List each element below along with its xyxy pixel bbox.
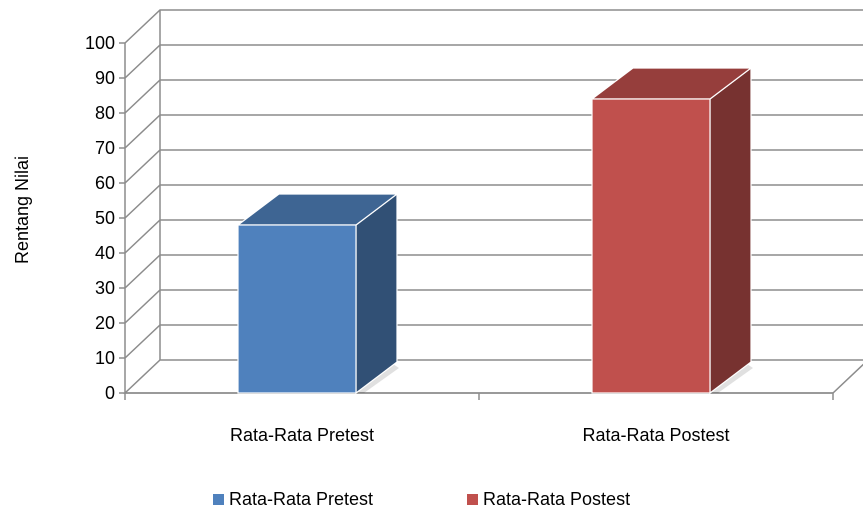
gridline [124,184,863,219]
bar-side [355,192,398,395]
category-labels: Rata-Rata Pretest Rata-Rata Postest [230,425,730,445]
y-tick-labels: 0 10 20 30 40 50 60 70 80 90 100 [85,33,115,403]
bar-side [709,66,752,395]
y-tick-label: 20 [95,313,115,333]
gridline [124,114,863,149]
y-tick-label: 10 [95,348,115,368]
y-tick-label: 0 [105,383,115,403]
gridline [124,9,863,44]
gridline [124,79,863,114]
legend-swatch [213,494,224,505]
y-tick-label: 50 [95,208,115,228]
y-tick-label: 30 [95,278,115,298]
legend: Rata-Rata Pretest Rata-Rata Postest [213,489,630,509]
gridline [124,44,863,79]
y-tick-label: 60 [95,173,115,193]
y-axis-label: Rentang Nilai [12,156,32,264]
gridline [124,324,863,359]
bar-front [237,224,357,394]
category-label: Rata-Rata Postest [582,425,729,445]
bar-front [591,98,711,394]
bar-rata-rata-postest [590,66,753,395]
legend-label: Rata-Rata Postest [483,489,630,509]
gridline [124,289,863,324]
bar-rata-rata-pretest [236,192,399,395]
gridline [124,149,863,184]
legend-label: Rata-Rata Pretest [229,489,373,509]
gridline [124,254,863,289]
y-tick-label: 80 [95,103,115,123]
floor [123,359,863,394]
bars [236,66,753,395]
gridline [124,219,863,254]
legend-swatch [467,494,478,505]
y-tick-label: 100 [85,33,115,53]
y-tick-label: 90 [95,68,115,88]
y-tick-label: 70 [95,138,115,158]
category-label: Rata-Rata Pretest [230,425,374,445]
y-tick-label: 40 [95,243,115,263]
